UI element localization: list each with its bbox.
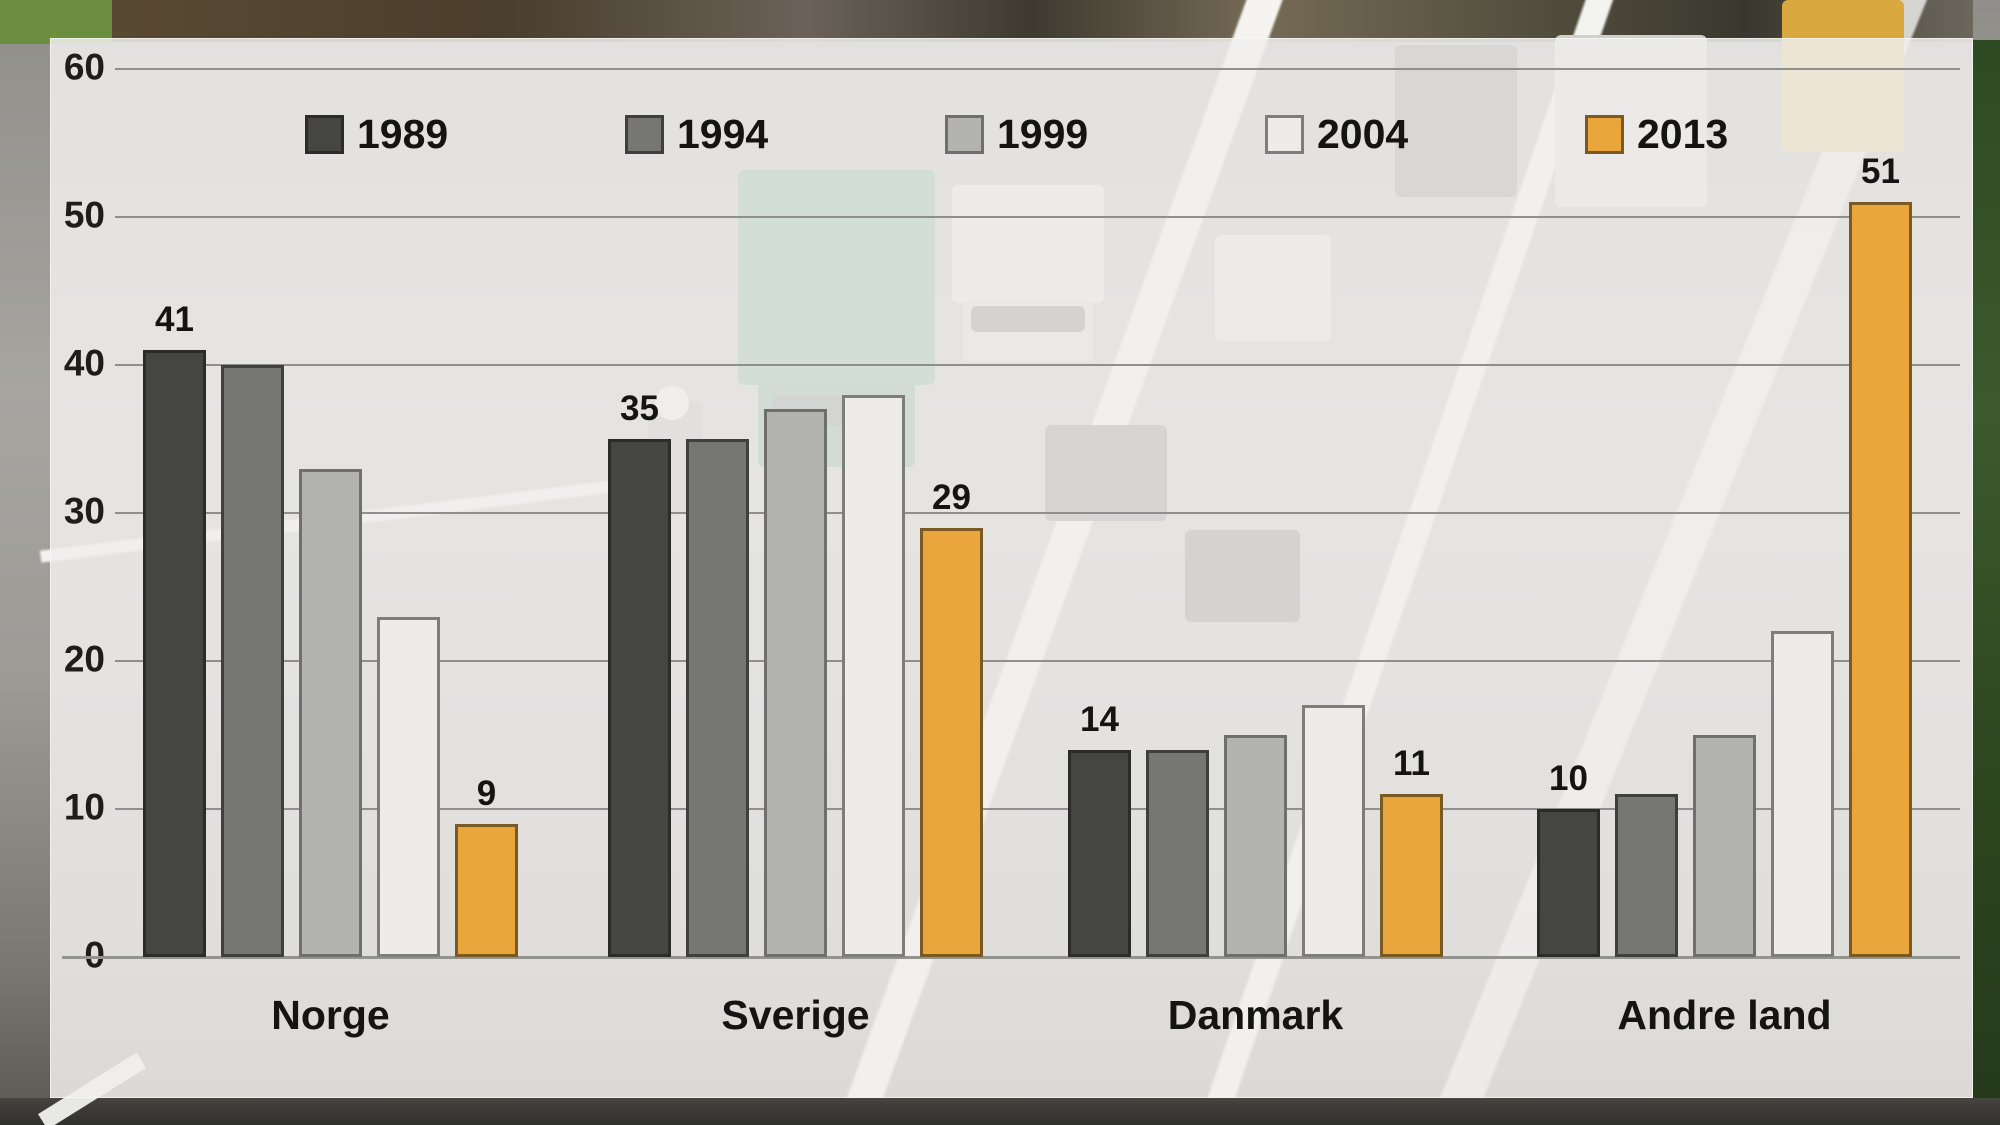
legend-label: 1989 (357, 111, 449, 157)
legend-item-1999: 1999 (945, 112, 1088, 156)
bar-value-label: 35 (620, 389, 659, 428)
x-axis-line (62, 956, 1960, 959)
bar-sverige-2004 (842, 395, 905, 957)
bar-andre-land-1999 (1693, 735, 1756, 957)
y-tick-label: 50 (63, 194, 105, 236)
y-tick-label: 30 (63, 490, 105, 532)
bar-andre-land-2013 (1849, 202, 1912, 957)
legend-swatch-1999 (945, 114, 984, 154)
legend-swatch-1989 (305, 114, 344, 154)
bar-sverige-2013 (920, 528, 983, 957)
category-label-danmark: Danmark (1167, 992, 1344, 1038)
y-tick-label: 20 (63, 638, 105, 680)
bar-norge-2004 (377, 617, 440, 957)
bar-norge-2013 (455, 824, 518, 957)
bar-sverige-1999 (764, 409, 827, 957)
category-label-andre-land: Andre land (1617, 992, 1832, 1038)
bar-norge-1999 (299, 469, 362, 957)
bar-value-label: 29 (932, 478, 971, 517)
bar-andre-land-1994 (1615, 794, 1678, 957)
gridline (115, 660, 1960, 662)
y-tick-label: 10 (63, 786, 105, 828)
legend-label: 1994 (677, 111, 769, 157)
bar-sverige-1989 (608, 439, 671, 957)
grass-top-left (0, 0, 112, 44)
legend-item-1989: 1989 (305, 112, 448, 156)
bar-danmark-2004 (1302, 705, 1365, 957)
gridline (115, 808, 1960, 810)
legend-label: 2004 (1317, 111, 1409, 157)
legend-swatch-1994 (625, 114, 664, 154)
bar-danmark-1999 (1224, 735, 1287, 957)
bar-norge-1989 (143, 350, 206, 957)
gridline (115, 216, 1960, 218)
bar-value-label: 10 (1549, 759, 1588, 798)
gridline (115, 364, 1960, 366)
legend-label: 1999 (997, 111, 1089, 157)
bar-norge-1994 (221, 365, 284, 957)
legend-item-1994: 1994 (625, 112, 768, 156)
category-label-sverige: Sverige (721, 992, 870, 1038)
bar-andre-land-2004 (1771, 631, 1834, 957)
grass-right (1973, 40, 2000, 1105)
gridline (115, 68, 1960, 70)
road-bottom-edge (0, 1098, 2000, 1125)
y-tick-label: 0 (84, 934, 105, 976)
gridline (115, 512, 1960, 514)
bar-value-label: 9 (476, 774, 497, 813)
legend-swatch-2013 (1585, 114, 1624, 154)
bar-value-label: 41 (155, 300, 194, 339)
bar-danmark-1994 (1146, 750, 1209, 957)
bar-danmark-2013 (1380, 794, 1443, 957)
legend-item-2013: 2013 (1585, 112, 1728, 156)
bar-andre-land-1989 (1537, 809, 1600, 957)
y-tick-label: 40 (63, 342, 105, 384)
bar-value-label: 14 (1080, 700, 1119, 739)
bar-danmark-1989 (1068, 750, 1131, 957)
category-label-norge: Norge (271, 992, 390, 1038)
bar-value-label: 11 (1393, 744, 1430, 783)
legend-label: 2013 (1637, 111, 1729, 157)
bar-value-label: 51 (1861, 152, 1900, 191)
legend-item-2004: 2004 (1265, 112, 1408, 156)
bar-sverige-1994 (686, 439, 749, 957)
y-tick-label: 60 (63, 46, 105, 88)
legend-swatch-2004 (1265, 114, 1304, 154)
